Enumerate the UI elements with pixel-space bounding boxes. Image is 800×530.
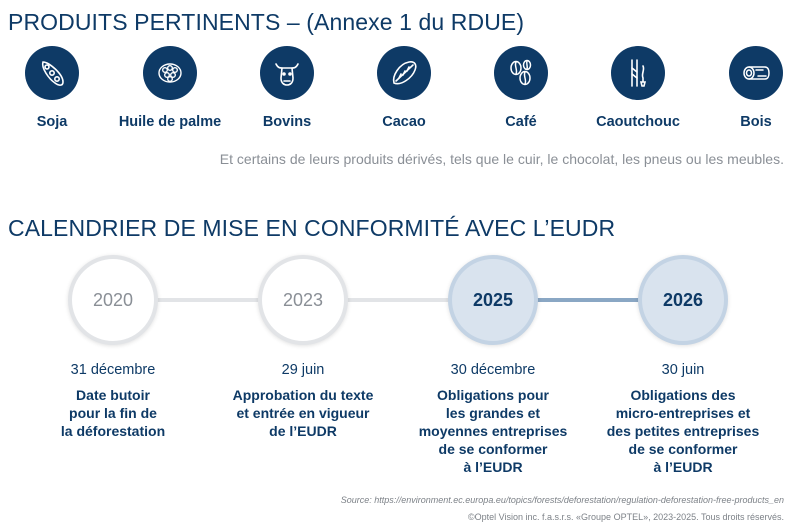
milestone-node-2020: 2020 — [68, 255, 158, 345]
coffee-icon — [494, 46, 548, 100]
calendar-section-title: CALENDRIER DE MISE EN CONFORMITÉ AVEC L’… — [8, 215, 616, 241]
milestone-details-2025: 30 décembre Obligations pour les grandes … — [403, 362, 583, 476]
timeline-connector-past — [155, 298, 265, 302]
palm-oil-icon — [143, 46, 197, 100]
milestone-details-2023: 29 juin Approbation du texte et entrée en… — [213, 362, 393, 440]
product-soy: Soja — [0, 46, 112, 130]
cattle-icon — [260, 46, 314, 100]
products-row: Soja Huile de palme Bovins Cacao Café Ca… — [0, 46, 800, 146]
product-cattle: Bovins — [227, 46, 347, 130]
soy-icon — [25, 46, 79, 100]
milestone-date: 29 juin — [281, 362, 325, 378]
milestone-description: Obligations des micro-entreprises et des p… — [606, 387, 760, 475]
timeline-connector-past — [345, 298, 455, 302]
product-label: Cacao — [382, 114, 426, 130]
source-citation: Source: https://environment.ec.europa.eu… — [340, 495, 784, 505]
products-section-title: PRODUITS PERTINENTS – (Annexe 1 du RDUE) — [8, 9, 525, 35]
product-cocoa: Cacao — [344, 46, 464, 130]
milestone-description: Approbation du texte et entrée en vigueur… — [232, 387, 374, 439]
milestone-year: 2026 — [662, 289, 704, 310]
rubber-icon — [611, 46, 665, 100]
product-rubber: Caoutchouc — [578, 46, 698, 130]
milestone-description: Obligations pour les grandes et moyennes e… — [418, 387, 568, 475]
milestone-node-2026: 2026 — [638, 255, 728, 345]
timeline: 2020 2023 2025 2026 — [0, 255, 800, 345]
milestone-year: 2025 — [472, 289, 514, 310]
product-label: Bovins — [262, 114, 312, 130]
milestone-date: 31 décembre — [70, 362, 156, 378]
derived-products-note: Et certains de leurs produits dérivés, t… — [219, 151, 784, 167]
product-coffee: Café — [461, 46, 581, 130]
milestone-details-2020: 31 décembre Date butoir pour la fin de la … — [23, 362, 203, 440]
product-label: Café — [505, 114, 537, 130]
wood-icon — [729, 46, 783, 100]
milestone-date: 30 juin — [661, 362, 705, 378]
milestone-description: Date butoir pour la fin de la déforestatio… — [60, 387, 166, 439]
milestone-year: 2020 — [92, 289, 134, 310]
milestone-details-2026: 30 juin Obligations des micro-entreprises… — [593, 362, 773, 476]
product-wood: Bois — [696, 46, 800, 130]
milestone-node-2023: 2023 — [258, 255, 348, 345]
product-label: Bois — [740, 114, 772, 130]
milestone-node-2025: 2025 — [448, 255, 538, 345]
timeline-connector-future — [535, 298, 645, 302]
copyright-notice: ©Optel Vision inc. f.a.s.r.s. «Groupe OP… — [468, 512, 784, 522]
milestone-year: 2023 — [282, 289, 324, 310]
cocoa-icon — [377, 46, 431, 100]
milestone-date: 30 décembre — [450, 362, 536, 378]
product-label: Huile de palme — [118, 114, 222, 130]
product-label: Soja — [36, 114, 68, 130]
product-palm-oil: Huile de palme — [110, 46, 230, 130]
product-label: Caoutchouc — [596, 114, 680, 130]
